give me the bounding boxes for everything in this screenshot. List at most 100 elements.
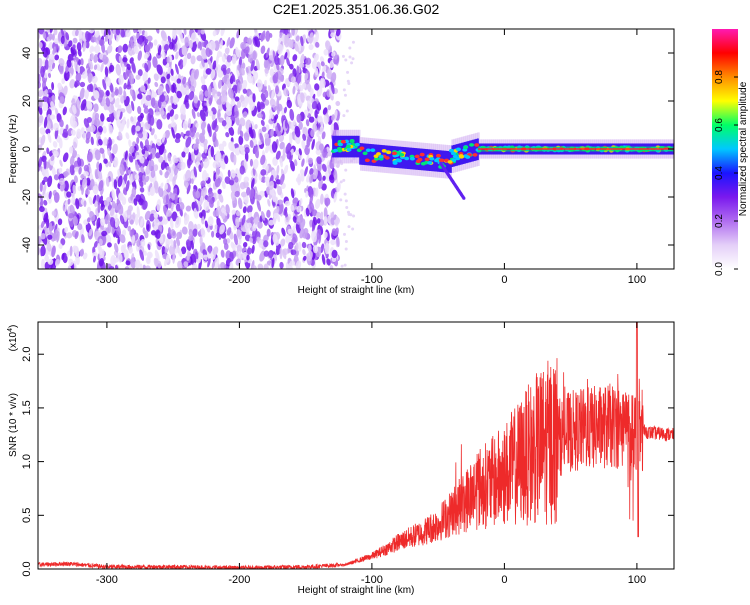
- spectrogram-noise-blob: [126, 118, 130, 129]
- spectrogram-noise-blob: [298, 84, 304, 92]
- spectrogram-noise-blob: [276, 165, 280, 176]
- spectrogram-noise-blob: [175, 203, 181, 212]
- spectrogram-noise-blob: [139, 263, 143, 269]
- spectrogram-noise-blob: [185, 238, 192, 248]
- spectrogram-signal-peak: [340, 139, 346, 144]
- spectrogram-noise-blob: [46, 147, 50, 155]
- spectrogram-noise-blob: [191, 151, 196, 162]
- spectrogram-noise-blob: [51, 81, 55, 91]
- spectrogram-noise-blob: [131, 61, 136, 73]
- spectrogram-noise-blob: [264, 145, 270, 154]
- spectrogram-noise-blob: [100, 62, 104, 73]
- spectrogram-noise-blob: [183, 214, 190, 226]
- spectrogram-signal-peak: [447, 160, 453, 164]
- colorbar-gradient: [712, 29, 738, 269]
- spectrogram-noise-blob: [60, 238, 66, 246]
- spectrogram-noise-blob: [305, 119, 310, 127]
- spectrogram-noise-blob: [144, 230, 149, 239]
- spectrogram-noise-blob: [191, 108, 196, 119]
- spectrogram-noise-blob: [246, 37, 253, 45]
- spectrogram-noise-blob: [315, 148, 321, 156]
- y-tick-label: 0: [21, 146, 33, 152]
- spectrogram-noise-blob: [277, 203, 284, 215]
- spectrogram-noise-blob: [348, 55, 352, 59]
- spectrogram-signal-peak: [414, 154, 420, 159]
- spectrogram-signal-peak: [435, 153, 441, 158]
- spectrogram-noise-blob: [243, 176, 250, 183]
- spectrogram-noise-blob: [234, 85, 238, 94]
- spectrogram-noise-blob: [176, 82, 181, 90]
- y-tick-label: -40: [21, 237, 33, 253]
- spectrogram-noise-blob: [136, 136, 140, 145]
- spectrogram-noise-blob: [336, 236, 340, 248]
- spectrogram-noise-blob: [263, 234, 269, 242]
- spectrogram-noise-blob: [321, 163, 327, 172]
- spectrogram-noise-blob: [260, 119, 265, 127]
- spectrogram-noise-blob: [320, 243, 325, 254]
- spectrogram-signal-peak: [395, 158, 401, 162]
- y-tick-label: 2.0: [21, 347, 33, 362]
- spectrogram-noise-blob: [177, 248, 183, 258]
- colorbar-label: Normalized spectral amplitude: [738, 81, 749, 216]
- spectrogram-noise-blob: [94, 117, 100, 127]
- spectrogram-noise-blob: [279, 32, 283, 39]
- y-tick-label: 1.5: [21, 400, 33, 415]
- spectrogram-noise-blob: [68, 212, 74, 219]
- spectrogram-noise-blob: [207, 257, 211, 268]
- spectrogram-noise-blob: [249, 158, 253, 167]
- spectrogram-noise-blob: [346, 79, 350, 83]
- spectrogram-noise-blob: [314, 114, 319, 126]
- spectrogram-signal-peak: [404, 156, 410, 161]
- spectrogram-noise-blob: [53, 38, 59, 45]
- colorbar-tick-label: 0.6: [714, 118, 725, 132]
- spectrogram-noise-blob: [93, 103, 99, 113]
- spectrogram-noise-blob: [144, 62, 149, 73]
- spectrogram-noise-blob: [38, 89, 44, 98]
- spectrogram-signal-peak: [409, 156, 415, 161]
- y-tick-label: 0.5: [21, 508, 33, 523]
- spectrogram-signal-peak: [429, 157, 435, 161]
- spectrogram-noise-blob: [52, 140, 58, 148]
- spectrogram-signal-peak: [365, 148, 371, 153]
- spectrogram-signal-peak: [336, 146, 342, 151]
- spectrogram-noise-blob: [320, 193, 324, 205]
- spectrogram-noise-blob: [136, 205, 140, 218]
- spectrogram-noise-blob: [343, 93, 347, 97]
- spectrogram-noise-blob: [275, 85, 279, 95]
- spectrogram-noise-blob: [200, 186, 207, 198]
- spectrogram-noise-blob: [232, 202, 236, 209]
- spectrogram-noise-blob: [49, 29, 54, 34]
- spectrogram-signal-peak: [399, 152, 405, 157]
- spectrogram-noise-blob: [41, 258, 46, 269]
- spectrogram-noise-blob: [298, 121, 303, 130]
- spectrogram-noise-blob: [306, 82, 312, 93]
- spectrogram-noise-blob: [300, 173, 305, 182]
- spectrogram-noise-blob: [212, 30, 217, 37]
- spectrogram-noise-blob: [250, 59, 255, 72]
- spectrogram-noise-blob: [263, 263, 269, 269]
- spectrogram-noise-blob: [322, 175, 326, 181]
- spectrogram-noise-blob: [321, 254, 326, 265]
- x-tick-label: 100: [628, 574, 646, 586]
- spectrogram-noise-blob: [321, 183, 327, 191]
- spectrogram-noise-blob: [81, 127, 85, 134]
- spectrogram-noise-blob: [76, 42, 82, 52]
- spectrogram-noise-blob: [301, 139, 306, 150]
- spectrogram-signal-peak: [345, 144, 351, 149]
- spectrogram-noise-blob: [350, 61, 354, 65]
- spectrogram-noise-blob: [161, 132, 166, 143]
- spectrogram-noise-blob: [95, 194, 100, 202]
- spectrogram-noise-blob: [134, 213, 139, 226]
- spectrogram-noise-blob: [235, 210, 241, 217]
- spectrogram-noise-blob: [133, 116, 137, 126]
- spectrogram-noise-blob: [318, 143, 324, 151]
- spectrogram-signal-peak: [463, 145, 469, 150]
- spectrogram-noise-blob: [42, 183, 47, 196]
- spectrogram-x-label: Height of straight line (km): [298, 285, 415, 296]
- spectrogram-noise-blob: [62, 85, 68, 96]
- spectrogram-signal-peak: [359, 146, 365, 151]
- spectrogram-noise-blob: [39, 182, 43, 193]
- spectrogram-noise-blob: [339, 198, 343, 202]
- spectrogram-noise-blob: [230, 191, 236, 201]
- spectrogram-noise-blob: [268, 219, 275, 226]
